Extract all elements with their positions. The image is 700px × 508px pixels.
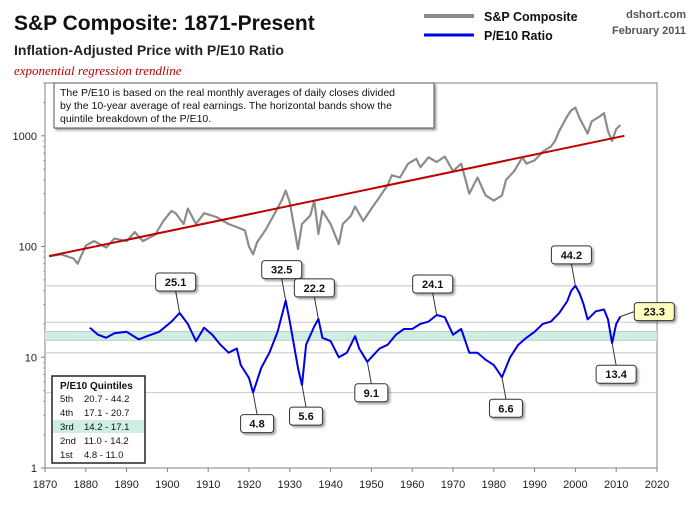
x-tick-label: 2010	[604, 479, 628, 491]
callout-label: 24.1	[422, 279, 443, 291]
callout-label: 5.6	[298, 411, 313, 423]
quintile-row-highlight	[53, 420, 144, 433]
quintile-table-title: P/E10 Quintiles	[60, 381, 133, 392]
trendline-note: exponential regression trendline	[14, 63, 182, 78]
callout-box	[261, 260, 303, 280]
note-box: The P/E10 is based on the real monthly a…	[53, 82, 435, 129]
quintile-rows: 5th 20.7 - 44.2 4th 17.1 - 20.7 3rd 14.2 - 17…	[53, 394, 144, 461]
callout-pointer	[281, 278, 287, 301]
callout-pointer	[366, 361, 372, 384]
callout-box	[289, 406, 324, 426]
quintile-name: 1st	[60, 450, 73, 461]
callout-label: 25.1	[165, 277, 186, 289]
x-tick-label: 1970	[441, 479, 465, 491]
callout-pointer	[501, 377, 507, 400]
quintile-band-3rd	[45, 331, 657, 341]
x-tick-label: 1890	[114, 479, 138, 491]
x-tick-label: 2000	[563, 479, 587, 491]
callout-box	[155, 272, 197, 292]
callout-layer: 25.1 4.8 32.5 5.6 22.2 9.1 24.1 6.6 44.2 13.4 23.3	[155, 245, 675, 434]
quintile-range: 4.8 - 11.0	[84, 450, 123, 461]
callout-box	[240, 414, 275, 434]
quintile-range: 20.7 - 44.2	[84, 394, 129, 405]
x-tick-label: 2020	[645, 479, 669, 491]
callout-box	[595, 364, 637, 384]
callout-box	[633, 302, 675, 322]
callout-box	[293, 278, 335, 298]
callout-pointer	[175, 290, 181, 314]
callout-pointer	[252, 392, 258, 415]
quintile-range: 14.2 - 17.1	[84, 422, 129, 433]
y-tick-label: 1000	[13, 131, 37, 143]
legend-label-price: S&P Composite	[484, 10, 578, 24]
x-axis: 1870 1880 1890 1900 1910 1920 1930 1940 1950 1960…	[33, 468, 669, 491]
x-tick-label: 1960	[400, 479, 424, 491]
series-line-pe10	[89, 284, 622, 394]
legend-label-pe10: P/E10 Ratio	[484, 29, 553, 43]
quintile-name: 4th	[60, 408, 73, 419]
quintile-name: 2nd	[60, 436, 76, 447]
x-tick-label: 1880	[74, 479, 98, 491]
chart-title: S&P Composite: 1871-Present	[14, 12, 315, 35]
callout-box	[488, 398, 523, 418]
note-line-2: by the 10-year average of real earnings.…	[60, 100, 392, 112]
quintile-range: 11.0 - 14.2	[84, 436, 129, 447]
legend: S&P Composite P/E10 Ratio	[424, 10, 578, 43]
trendline	[48, 134, 625, 258]
x-tick-label: 1910	[196, 479, 220, 491]
quintile-bands	[45, 285, 657, 394]
callout-box	[550, 245, 592, 265]
callout-label: 22.2	[304, 283, 325, 295]
callout-label: 44.2	[561, 250, 582, 262]
callout-label: 23.3	[644, 307, 665, 319]
y-tick-label: 1	[31, 463, 37, 475]
quintile-name: 3rd	[60, 422, 74, 433]
callout-box	[354, 383, 389, 403]
x-tick-label: 1980	[482, 479, 506, 491]
callout-pointer	[432, 292, 438, 316]
callout-label: 32.5	[271, 265, 292, 277]
callout-box	[412, 274, 454, 294]
y-tick-label: 10	[25, 352, 37, 364]
x-tick-label: 1870	[33, 479, 57, 491]
callout-label: 9.1	[364, 388, 379, 400]
y-tick-label: 100	[19, 242, 37, 254]
callout-label: 6.6	[498, 403, 513, 415]
date-label: February 2011	[612, 25, 686, 37]
note-line-1: The P/E10 is based on the real monthly a…	[60, 87, 395, 99]
x-tick-label: 1940	[318, 479, 342, 491]
series-layer	[48, 106, 625, 394]
quintile-name: 5th	[60, 394, 73, 405]
x-tick-label: 1950	[359, 479, 383, 491]
callout-label: 13.4	[605, 369, 627, 381]
chart-subtitle: Inflation-Adjusted Price with P/E10 Rati…	[14, 42, 284, 58]
callout-label: 4.8	[249, 419, 264, 431]
quintile-table: P/E10 Quintiles 5th 20.7 - 44.2 4th 17.1 - …	[51, 375, 146, 464]
callout-pointer	[611, 343, 617, 366]
callout-pointer	[313, 296, 319, 320]
source-label: dshort.com	[626, 9, 686, 21]
x-tick-label: 1990	[522, 479, 546, 491]
series-line-sp-composite	[48, 106, 622, 265]
quintile-range: 17.1 - 20.7	[84, 408, 129, 419]
note-line-3: quintile breakdown of the P/E10.	[60, 113, 211, 125]
x-tick-label: 1930	[278, 479, 302, 491]
x-tick-label: 1920	[237, 479, 261, 491]
y-axis: 1 10 100 1000	[13, 82, 45, 475]
callout-pointer	[620, 311, 635, 318]
callout-pointer	[570, 263, 576, 286]
x-tick-label: 1900	[155, 479, 179, 491]
callout-pointer	[301, 385, 307, 408]
